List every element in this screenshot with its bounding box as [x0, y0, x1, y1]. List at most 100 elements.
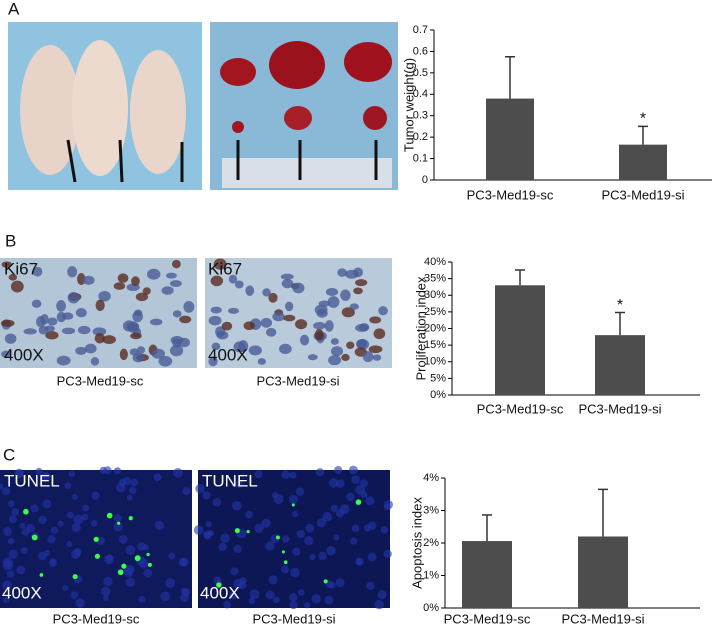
apoptotic-cell	[39, 573, 44, 577]
cell	[340, 289, 351, 301]
cell	[285, 301, 294, 312]
stain-label: TUNEL	[4, 471, 60, 490]
x-tick-label: PC3-Med19-sc	[467, 187, 554, 202]
nucleus	[35, 467, 43, 475]
cell	[341, 307, 355, 318]
nucleus	[91, 491, 100, 500]
nucleus	[30, 504, 39, 513]
nucleus	[234, 480, 243, 489]
nucleus	[220, 533, 230, 543]
nucleus	[113, 522, 123, 532]
cell	[337, 268, 347, 277]
y-tick-label: 0.7	[413, 24, 428, 36]
bar	[486, 98, 534, 180]
nucleus	[14, 470, 24, 479]
nucleus	[8, 500, 15, 508]
cell	[328, 355, 342, 366]
cell	[90, 357, 100, 366]
magnification: 400X	[4, 345, 44, 364]
nucleus	[230, 567, 239, 576]
cell	[178, 337, 191, 348]
cell	[307, 354, 318, 361]
cell	[208, 356, 218, 367]
nucleus	[304, 535, 314, 546]
image-caption: PC3-Med19-sc	[53, 611, 140, 625]
cell	[122, 320, 136, 332]
error-bar	[482, 514, 492, 542]
arrow	[236, 140, 378, 180]
nucleus	[289, 471, 297, 479]
cell	[142, 287, 151, 295]
cell	[355, 324, 369, 332]
nucleus	[2, 487, 11, 496]
y-tick-label: 1%	[423, 569, 439, 581]
nucleus	[160, 591, 171, 602]
nucleus	[203, 530, 212, 539]
apoptotic-cell	[276, 535, 280, 540]
nucleus	[383, 499, 394, 510]
cell	[228, 274, 238, 284]
cell	[67, 266, 78, 278]
nucleus	[128, 486, 137, 495]
y-tick-label: 35%	[424, 273, 446, 285]
nucleus	[245, 510, 253, 519]
image-caption: PC3-Med19-si	[256, 373, 339, 388]
y-tick-label: 2%	[423, 537, 439, 549]
cell	[280, 273, 294, 280]
tumor	[232, 121, 244, 133]
y-tick-label: 0	[422, 174, 428, 186]
cell	[117, 273, 129, 283]
cell	[369, 316, 382, 324]
nucleus	[273, 596, 280, 604]
y-tick-label: 40%	[424, 256, 446, 268]
cell	[330, 338, 339, 345]
cell	[47, 317, 58, 326]
cell	[149, 318, 163, 326]
nucleus	[123, 567, 134, 578]
nucleus	[328, 581, 336, 589]
cell	[98, 291, 111, 302]
nucleus	[90, 520, 98, 527]
cell	[4, 333, 17, 344]
nucleus	[298, 589, 305, 596]
cell	[77, 325, 91, 335]
apoptotic-cell	[106, 512, 113, 519]
nucleus	[254, 523, 264, 533]
cell	[136, 346, 146, 354]
nucleus	[43, 550, 50, 557]
panel-letter: C	[3, 445, 15, 464]
stain-label: Ki67	[208, 259, 242, 278]
nucleus	[193, 525, 204, 535]
panel-letter: B	[5, 231, 16, 250]
nucleus	[81, 513, 89, 521]
nucleus	[351, 475, 361, 485]
cell	[38, 325, 49, 335]
nucleus	[2, 557, 13, 568]
tumor	[220, 58, 256, 86]
nucleus	[335, 479, 345, 489]
cell	[23, 328, 37, 335]
apoptotic-cell	[216, 582, 222, 588]
nucleus	[6, 570, 15, 578]
y-tick-label: 0%	[423, 602, 439, 614]
nucleus	[138, 595, 146, 603]
cell	[75, 346, 87, 355]
cell	[102, 335, 116, 345]
error-bar	[638, 125, 648, 145]
stain-label: TUNEL	[202, 471, 258, 490]
nucleus	[351, 524, 360, 532]
cell	[353, 287, 363, 295]
apoptotic-cell	[94, 553, 100, 559]
cell	[1, 261, 13, 268]
error-bar	[598, 488, 608, 537]
cell	[56, 311, 66, 323]
y-tick-label: 0.1	[413, 152, 428, 164]
cell	[1, 350, 11, 358]
nucleus	[2, 596, 10, 603]
cell	[151, 348, 165, 359]
mouse	[20, 45, 80, 175]
nucleus	[318, 551, 327, 561]
y-tick-label: 30%	[424, 289, 446, 301]
nucleus	[125, 545, 136, 555]
